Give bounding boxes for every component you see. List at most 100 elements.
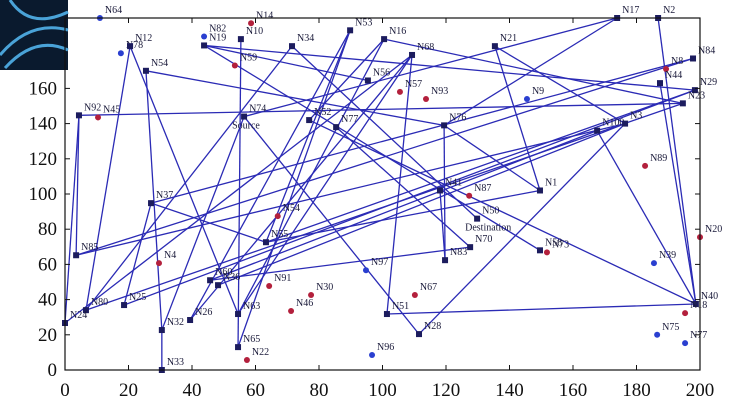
node — [262, 239, 269, 246]
y-tick-label: 80 — [38, 219, 57, 240]
node-label: N65 — [243, 334, 260, 345]
x-tick-label: 0 — [60, 380, 70, 401]
edge — [386, 54, 413, 315]
node — [121, 302, 128, 309]
y-tick-label: 140 — [29, 114, 58, 135]
node-label: N16 — [389, 26, 406, 37]
node-label: N89 — [650, 153, 667, 164]
node — [215, 282, 222, 289]
node — [663, 66, 670, 73]
node — [474, 215, 481, 222]
y-tick-label: 20 — [38, 325, 57, 346]
node — [347, 27, 354, 34]
node — [436, 187, 443, 194]
edge — [237, 54, 413, 315]
node — [241, 113, 248, 120]
node-label: N25 — [129, 292, 146, 303]
node — [207, 277, 214, 284]
node — [622, 120, 629, 127]
node-label: N22 — [252, 347, 269, 358]
edge — [494, 45, 541, 191]
node-label: N100 — [602, 118, 624, 129]
edge — [439, 190, 446, 261]
node — [411, 292, 418, 299]
node — [409, 51, 416, 58]
node-label: N33 — [167, 357, 184, 368]
node-label: N74 — [249, 104, 266, 115]
node-label: N29 — [700, 77, 717, 88]
edge — [418, 123, 626, 335]
node-label: N39 — [659, 250, 676, 261]
x-tick-label: 20 — [119, 380, 138, 401]
x-tick-label: 80 — [310, 380, 329, 401]
edge — [237, 39, 242, 348]
edge — [150, 57, 694, 204]
edges — [64, 17, 697, 370]
node — [679, 100, 686, 107]
x-tick-label: 140 — [495, 380, 524, 401]
edge — [237, 30, 351, 348]
node-label: N70 — [475, 234, 492, 245]
node — [650, 260, 657, 267]
edge — [161, 116, 245, 331]
node — [308, 292, 315, 299]
node — [690, 55, 697, 62]
x-tick-label: 60 — [246, 380, 265, 401]
node-label: N23 — [688, 90, 705, 101]
edge — [209, 130, 598, 281]
node-label: N56 — [373, 67, 390, 78]
edge — [75, 115, 80, 256]
node-label: N80 — [91, 297, 108, 308]
node-label: N97 — [371, 257, 388, 268]
edge — [75, 57, 694, 256]
y-tick-label: 120 — [29, 149, 58, 170]
node-label: N44 — [665, 70, 682, 81]
node-label: N12 — [135, 33, 152, 44]
edge — [386, 303, 696, 315]
edge — [596, 130, 697, 305]
node-label: N87 — [474, 183, 491, 194]
node-label: N45 — [103, 104, 120, 115]
node-label: N75 — [662, 322, 679, 333]
node-label: N78 — [126, 40, 143, 51]
node-label: N63 — [243, 301, 260, 312]
node — [466, 192, 473, 199]
node — [187, 317, 194, 324]
node — [288, 308, 295, 315]
edge — [145, 70, 445, 126]
edge — [443, 17, 618, 126]
node — [523, 95, 530, 102]
node-label: N96 — [377, 342, 394, 353]
node-label: N52 — [314, 107, 331, 118]
node-label: N18 — [690, 300, 707, 311]
node — [158, 327, 165, 334]
node-label: N57 — [405, 79, 422, 90]
node — [442, 257, 449, 264]
node — [243, 356, 250, 363]
node-label: N3 — [630, 111, 642, 122]
node — [656, 80, 663, 87]
node — [201, 33, 208, 40]
node-label: N26 — [195, 307, 212, 318]
node — [383, 311, 390, 318]
node — [594, 127, 601, 134]
edge — [150, 202, 267, 243]
y-tick-label: 40 — [38, 290, 57, 311]
node — [364, 77, 371, 84]
node-label: N1 — [545, 177, 557, 188]
node — [237, 36, 244, 43]
node-label: N32 — [167, 317, 184, 328]
node-label: N60 — [215, 267, 232, 278]
node — [642, 162, 649, 169]
node — [289, 43, 296, 50]
edge — [123, 202, 152, 306]
node-label: N4 — [164, 250, 176, 261]
edge — [443, 124, 541, 192]
node-label: N19 — [209, 32, 226, 43]
edge — [237, 38, 385, 315]
node — [416, 331, 423, 338]
edge — [383, 38, 683, 104]
edge — [203, 44, 369, 82]
node-label: N17 — [622, 5, 639, 16]
